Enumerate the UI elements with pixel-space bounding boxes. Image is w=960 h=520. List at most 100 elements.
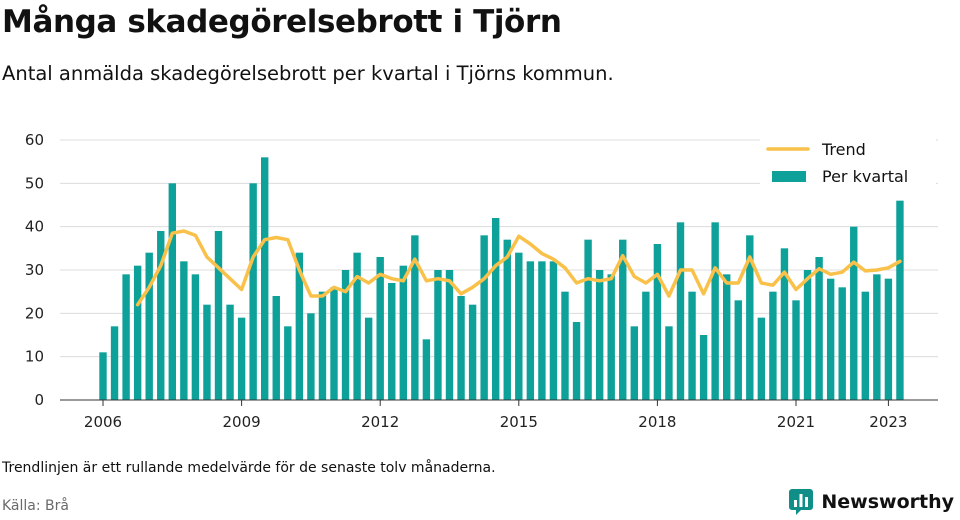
bar <box>307 313 315 400</box>
y-tick-label: 50 <box>25 174 44 192</box>
bar <box>180 261 188 400</box>
bar <box>330 287 338 400</box>
y-tick-label: 40 <box>25 218 44 236</box>
legend-background <box>760 136 936 192</box>
bar <box>145 252 153 400</box>
bar <box>272 296 280 400</box>
bar <box>734 300 742 400</box>
chart-subtitle: Antal anmälda skadegörelsebrott per kvar… <box>2 62 614 85</box>
bar <box>295 252 304 400</box>
bar <box>711 222 719 400</box>
bar <box>434 270 442 400</box>
bar <box>492 218 500 400</box>
bar <box>826 278 835 400</box>
bar <box>803 270 812 400</box>
bar <box>549 261 558 400</box>
bar <box>515 252 523 400</box>
bar <box>526 261 535 400</box>
legend: Trend Per kvartal <box>760 136 936 192</box>
y-tick-label: 0 <box>34 391 44 409</box>
bar <box>861 291 869 400</box>
footnote: Trendlinjen är ett rullande medelvärde f… <box>2 460 496 476</box>
bar <box>399 265 407 400</box>
bar <box>364 317 373 400</box>
bar <box>353 252 361 400</box>
bar <box>157 231 165 400</box>
chart-title: Många skadegörelsebrott i Tjörn <box>2 4 562 40</box>
source-label: Källa: Brå <box>2 498 69 514</box>
x-tick-label: 2021 <box>777 413 815 431</box>
bar <box>284 326 292 400</box>
bar <box>503 239 511 400</box>
x-tick-label: 2018 <box>638 413 676 431</box>
bar <box>237 317 246 400</box>
y-tick-label: 30 <box>25 261 44 279</box>
bar <box>445 270 454 400</box>
bar <box>468 304 477 400</box>
bar <box>561 291 569 400</box>
bar <box>341 270 350 400</box>
bar <box>838 287 846 400</box>
bar <box>850 226 858 400</box>
x-tick-label: 2009 <box>223 413 261 431</box>
bar <box>261 157 269 400</box>
y-tick-label: 10 <box>25 348 44 366</box>
bar <box>99 352 107 400</box>
bar <box>780 248 789 400</box>
bar <box>411 235 419 400</box>
bar <box>191 274 200 400</box>
legend-trend-label: Trend <box>821 140 866 159</box>
bar <box>699 335 708 400</box>
logo-text: Newsworthy <box>821 491 954 513</box>
bar <box>642 291 650 400</box>
bar <box>619 239 627 400</box>
bar <box>607 274 615 400</box>
trend-line <box>135 229 902 307</box>
bar <box>133 265 142 400</box>
x-tick-label: 2006 <box>84 413 122 431</box>
bar <box>688 291 696 400</box>
bar <box>676 222 685 400</box>
bar <box>538 261 546 400</box>
bar <box>110 326 119 400</box>
bar <box>422 339 431 400</box>
bar <box>653 244 662 400</box>
trend-series <box>135 229 902 307</box>
bar <box>457 296 465 400</box>
bar <box>203 304 211 400</box>
bar <box>584 239 592 400</box>
bar <box>318 291 327 400</box>
y-tick-label: 20 <box>25 304 44 322</box>
x-axis: 2006 2009 2012 2015 2018 2021 2023 <box>60 399 938 431</box>
bar <box>214 231 223 400</box>
bar <box>376 257 384 400</box>
bar-series <box>99 157 904 400</box>
legend-bar-label: Per kvartal <box>822 167 908 186</box>
bar <box>746 235 754 400</box>
bar <box>572 322 581 400</box>
legend-bar-swatch <box>772 171 806 182</box>
bar <box>757 317 766 400</box>
bar <box>792 300 800 400</box>
bar <box>884 278 893 400</box>
bar <box>168 183 176 400</box>
bar <box>769 291 777 400</box>
bar <box>815 257 823 400</box>
bar <box>723 274 731 400</box>
bar <box>630 326 638 400</box>
bar <box>480 235 488 400</box>
x-tick-label: 2023 <box>869 413 907 431</box>
bar <box>665 326 673 400</box>
bar <box>249 183 257 400</box>
bar <box>896 200 904 400</box>
bar <box>122 274 130 400</box>
bar <box>873 274 881 400</box>
logo-icon <box>789 489 814 515</box>
y-tick-label: 60 <box>25 131 44 149</box>
newsworthy-logo: Newsworthy <box>788 488 954 516</box>
x-tick-label: 2015 <box>500 413 538 431</box>
bar <box>226 304 234 400</box>
bar <box>595 270 604 400</box>
bar <box>388 283 396 400</box>
